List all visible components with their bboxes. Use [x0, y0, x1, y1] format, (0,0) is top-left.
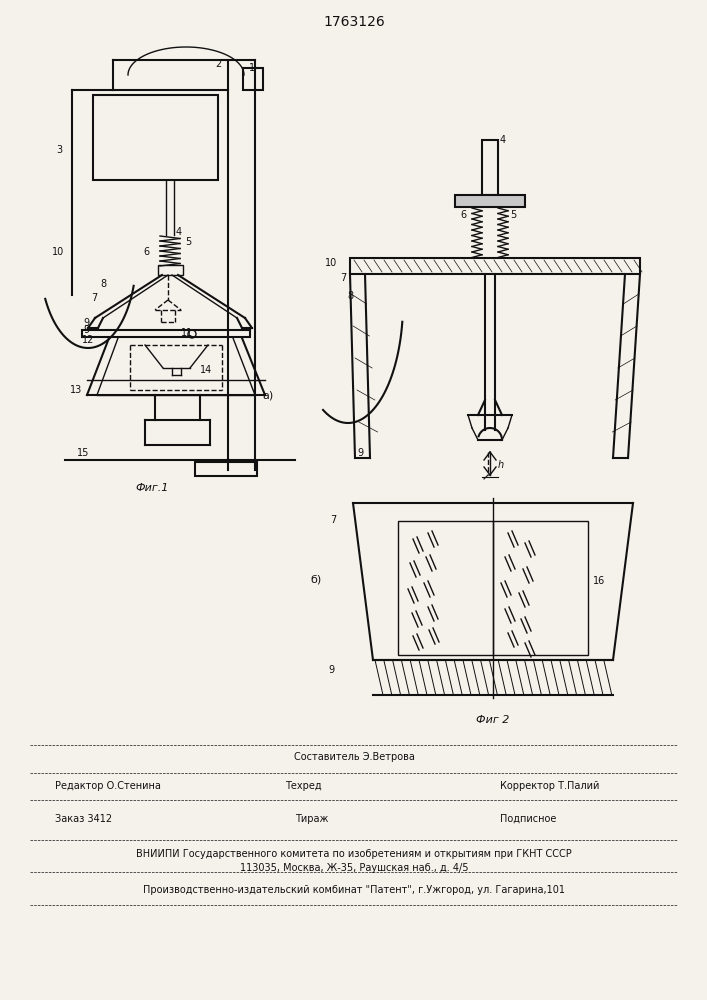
Text: 16: 16: [593, 576, 605, 586]
Text: 9: 9: [83, 325, 89, 335]
Text: 9: 9: [83, 318, 89, 328]
Text: 113035, Москва, Ж-35, Раушская наб., д. 4/5: 113035, Москва, Ж-35, Раушская наб., д. …: [240, 863, 468, 873]
Text: 7: 7: [340, 273, 346, 283]
Text: Тираж: Тираж: [295, 814, 328, 824]
Bar: [482, 140, 498, 195]
Text: Подписное: Подписное: [500, 814, 556, 824]
Bar: [93, 95, 218, 180]
Text: 8: 8: [100, 279, 106, 289]
Bar: [243, 68, 263, 90]
Text: Корректор Т.Палий: Корректор Т.Палий: [500, 781, 600, 791]
Text: 10: 10: [325, 258, 337, 268]
Bar: [350, 258, 640, 274]
Text: Техред: Техред: [285, 781, 322, 791]
Text: 3: 3: [56, 145, 62, 155]
Text: 4: 4: [500, 135, 506, 145]
Text: Редактор О.Стенина: Редактор О.Стенина: [55, 781, 161, 791]
Text: Фиг 2: Фиг 2: [477, 715, 510, 725]
Bar: [398, 521, 588, 655]
Text: 13: 13: [70, 385, 82, 395]
Text: Составитель Э.Ветрова: Составитель Э.Ветрова: [293, 752, 414, 762]
Text: 10: 10: [52, 247, 64, 257]
Text: 2: 2: [215, 59, 221, 69]
Text: 11: 11: [181, 328, 193, 338]
Text: б): б): [310, 575, 321, 585]
Text: 1: 1: [249, 63, 255, 73]
Text: 6: 6: [143, 247, 149, 257]
Text: 14: 14: [200, 365, 212, 375]
Bar: [455, 195, 525, 207]
Text: 9: 9: [328, 665, 334, 675]
Text: 4: 4: [176, 227, 182, 237]
Text: 8: 8: [347, 291, 353, 301]
Text: 15: 15: [77, 448, 89, 458]
Bar: [158, 265, 183, 275]
Text: 9: 9: [357, 448, 363, 458]
Text: 1763126: 1763126: [323, 15, 385, 29]
Text: а): а): [262, 390, 273, 400]
Text: 12: 12: [82, 335, 94, 345]
Bar: [195, 462, 257, 476]
Text: Производственно-издательский комбинат "Патент", г.Ужгород, ул. Гагарина,101: Производственно-издательский комбинат "П…: [143, 885, 565, 895]
Text: h: h: [498, 460, 504, 470]
Text: 5: 5: [510, 210, 516, 220]
Text: Заказ 3412: Заказ 3412: [55, 814, 112, 824]
Bar: [82, 330, 250, 337]
Text: 7: 7: [330, 515, 337, 525]
Text: 7: 7: [91, 293, 98, 303]
Text: Фиг.1: Фиг.1: [135, 483, 169, 493]
Text: ВНИИПИ Государственного комитета по изобретениям и открытиям при ГКНТ СССР: ВНИИПИ Государственного комитета по изоб…: [136, 849, 572, 859]
Text: 6: 6: [460, 210, 466, 220]
Text: 5: 5: [185, 237, 192, 247]
